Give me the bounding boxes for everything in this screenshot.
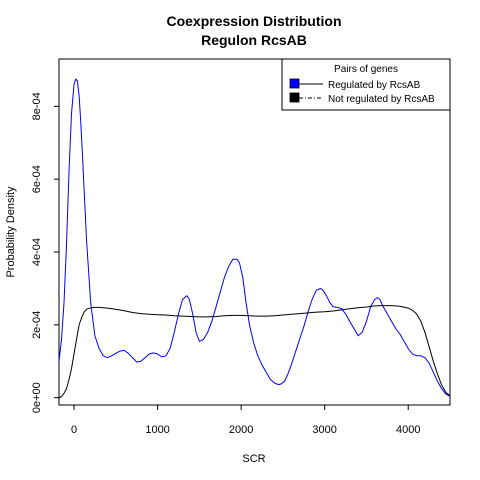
legend-title: Pairs of genes xyxy=(334,64,398,75)
y-axis: 0e+00 2e-04 4e-04 6e-04 8e-04 xyxy=(31,92,59,413)
x-tick-label: 0 xyxy=(71,424,77,436)
series-line-not-regulated xyxy=(58,305,451,399)
y-tick-label: 6e-04 xyxy=(31,165,43,193)
x-tick-label: 4000 xyxy=(396,424,420,436)
x-axis: 0 1000 2000 3000 4000 xyxy=(71,405,420,436)
y-axis-label: Probability Density xyxy=(5,186,17,278)
x-tick-label: 1000 xyxy=(145,424,169,436)
chart-title: Coexpression Distribution xyxy=(166,13,341,29)
y-tick-label: 2e-04 xyxy=(31,311,43,339)
y-tick-label: 4e-04 xyxy=(31,238,43,266)
series-lines xyxy=(58,78,451,399)
x-axis-label: SCR xyxy=(242,453,265,465)
legend-box xyxy=(281,58,451,111)
legend-swatch-regulated xyxy=(289,78,300,89)
plot-frame xyxy=(58,58,451,406)
legend-label-not-regulated: Not regulated by RcsAB xyxy=(328,94,435,105)
legend: Pairs of genes Regulated by RcsAB Not re… xyxy=(281,58,451,111)
chart-subtitle: Regulon RcsAB xyxy=(201,32,307,48)
x-tick-label: 3000 xyxy=(312,424,336,436)
y-tick-label: 0e+00 xyxy=(31,382,43,413)
x-tick-label: 2000 xyxy=(229,424,253,436)
series-line-regulated xyxy=(58,78,451,397)
legend-swatch-not-regulated xyxy=(289,92,300,103)
y-tick-label: 8e-04 xyxy=(31,92,43,120)
legend-label-regulated: Regulated by RcsAB xyxy=(328,80,421,91)
